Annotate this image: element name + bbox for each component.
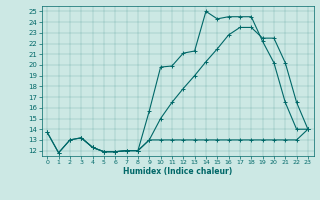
X-axis label: Humidex (Indice chaleur): Humidex (Indice chaleur)	[123, 167, 232, 176]
